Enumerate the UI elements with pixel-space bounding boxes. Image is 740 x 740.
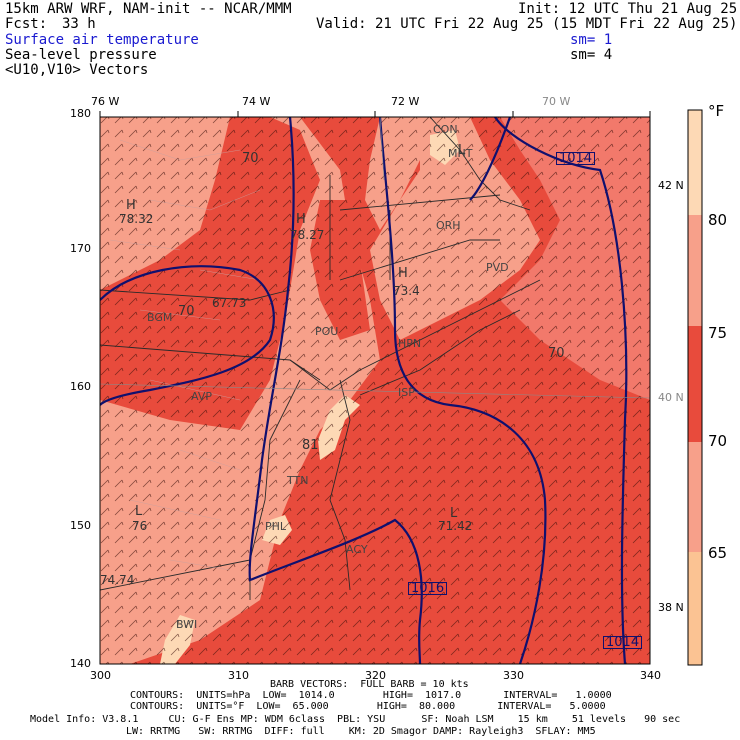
graticule: [100, 117, 650, 399]
isobar-central: [248, 117, 423, 664]
low-marker-3: L: [458, 143, 466, 158]
x-label-330: 330: [503, 669, 524, 682]
contour-label-70-c: 70: [548, 346, 565, 361]
station-con: CON: [433, 123, 458, 136]
wind-barbs: [100, 117, 650, 664]
station-bgm: BGM: [147, 311, 173, 324]
station-acy: ACY: [346, 543, 368, 556]
colorbar-frame: [687, 109, 703, 666]
station-ttn: TTN: [287, 474, 309, 487]
station-hpn: HPN: [398, 337, 422, 350]
isobar-label-1014-south: 1014: [603, 636, 643, 649]
isobar-label-1016: 1016: [408, 582, 448, 595]
political-borders: [100, 117, 541, 600]
colorbar-below65: [688, 552, 702, 665]
colorbar-unit: °F: [708, 102, 725, 120]
colorbar-label-75: 75: [708, 324, 728, 342]
isobar-northeast: [469, 117, 512, 201]
station-phl: PHL: [265, 520, 287, 533]
lat-label-38n: 38 N: [658, 601, 684, 614]
station-isp: ISP: [398, 386, 415, 399]
colorbar: [687, 109, 703, 666]
contour-label-70-b: 70: [178, 304, 195, 319]
y-label-170: 170: [70, 242, 91, 255]
x-label-320: 320: [365, 669, 386, 682]
axis-ticks: [99, 111, 651, 117]
colorbar-label-80: 80: [708, 211, 728, 229]
station-bwi: BWI: [176, 618, 198, 631]
contour-label-70-a: 70: [242, 151, 259, 166]
isobar-1014-north: [494, 117, 628, 664]
field-temperature: Surface air temperature: [5, 32, 199, 48]
isobars: [100, 117, 628, 664]
field-temperature-smoothing: sm= 1: [570, 32, 613, 48]
y-label-150: 150: [70, 519, 91, 532]
high-marker-1: H: [126, 198, 136, 213]
high-marker-3: H: [398, 266, 408, 281]
station-avp: AVP: [191, 390, 212, 403]
temp-value-5: 71.42: [438, 519, 473, 533]
station-pou: POU: [315, 325, 339, 338]
fcst-label: Fcst:: [5, 16, 48, 32]
temp-value-8: 81: [302, 438, 319, 453]
valid-time: Valid: 21 UTC Fri 22 Aug 25 (15 MDT Fri …: [316, 16, 738, 32]
colorbar-70-75: [688, 326, 702, 442]
field-vectors: <U10,V10> Vectors: [5, 62, 149, 78]
lat-label-42n: 42 N: [658, 179, 684, 192]
lon-label-74w: 74 W: [242, 95, 271, 108]
lon-label-76w: 76 W: [91, 95, 120, 108]
county-borders: [109, 139, 261, 571]
isobar-label-1014-north: 1014: [556, 152, 596, 165]
y-label-160: 160: [70, 380, 91, 393]
lon-label-70w: 70 W: [542, 95, 571, 108]
temp-value-4: 67.73: [212, 296, 247, 310]
station-mht: MHT: [448, 147, 473, 160]
temp-value-1: 78.32: [119, 212, 154, 226]
station-pvd: PVD: [486, 261, 509, 274]
contour-legend-hpa: CONTOURS: UNITS=hPa LOW= 1014.0 HIGH= 10…: [130, 690, 612, 701]
y-label-140: 140: [70, 657, 91, 670]
low-marker-2: L: [135, 504, 143, 519]
temp-value-2: 78.27: [290, 228, 325, 242]
station-orh: ORH: [436, 219, 461, 232]
field-pressure: Sea-level pressure: [5, 47, 157, 63]
colorbar-65-70: [688, 442, 702, 552]
lat-label-40n: 40 N: [658, 391, 684, 404]
barb-legend: BARB VECTORS: FULL BARB = 10 kts: [270, 679, 469, 690]
colorbar-label-65: 65: [708, 544, 728, 562]
colorbar-label-70: 70: [708, 432, 728, 450]
field-pressure-smoothing: sm= 4: [570, 47, 613, 63]
init-time: Init: 12 UTC Thu 21 Aug 25: [518, 1, 738, 17]
y-label-180: 180: [70, 107, 91, 120]
colorbar-80plus: [688, 110, 702, 215]
x-label-300: 300: [90, 669, 111, 682]
model-info-2: LW: RRTMG SW: RRTMG DIFF: full KM: 2D Sm…: [126, 726, 596, 737]
model-title: 15km ARW WRF, NAM-init -- NCAR/MMM: [5, 1, 292, 17]
low-marker-1: L: [450, 506, 458, 521]
temp-value-3: 73.4: [393, 284, 420, 298]
x-label-310: 310: [228, 669, 249, 682]
map-fill: [100, 117, 650, 664]
high-marker-2: H: [296, 212, 306, 227]
isobar-west-loop: [100, 265, 275, 406]
colorbar-75-80: [688, 215, 702, 326]
fcst-value: 33 h: [62, 16, 96, 32]
x-label-340: 340: [640, 669, 661, 682]
contour-legend-f: CONTOURS: UNITS=°F LOW= 65.000 HIGH= 80.…: [130, 701, 606, 712]
isobar-north-coast: [378, 117, 547, 664]
lon-label-72w: 72 W: [391, 95, 420, 108]
temp-value-7: 74.74: [100, 573, 135, 587]
model-info: Model Info: V3.8.1 CU: G-F Ens MP: WDM 6…: [30, 714, 681, 725]
temp-value-6: 76: [132, 519, 148, 533]
